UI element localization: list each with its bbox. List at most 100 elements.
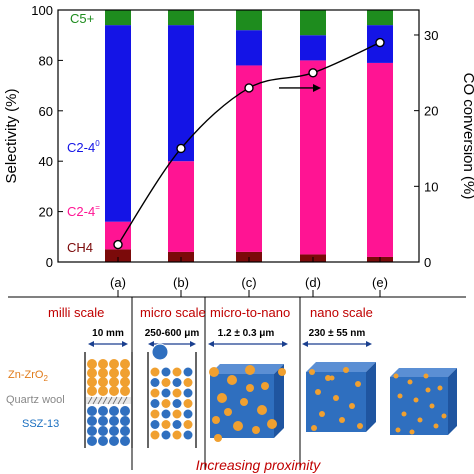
znzro-particle xyxy=(109,377,119,387)
right-axis-label: CO conversion (%) xyxy=(460,73,474,200)
znzro-particle xyxy=(267,419,277,429)
znzro-particle xyxy=(343,367,349,373)
znzro-particle xyxy=(325,375,331,381)
right-tick-label: 20 xyxy=(424,104,438,119)
size-arrow-head xyxy=(122,341,128,347)
ssz-particle xyxy=(98,426,108,436)
right-axis-ticks: 0 10 20 30 xyxy=(414,28,438,270)
category-label: (c) xyxy=(241,275,256,290)
bar-segment xyxy=(105,249,131,262)
bar-segment xyxy=(168,25,194,162)
category-label: (e) xyxy=(372,275,388,290)
znzro-particle xyxy=(407,379,413,385)
series-labels: C5+ C2-40 C2-4= CH4 xyxy=(67,11,100,255)
znzro-particle xyxy=(172,388,182,398)
reactor-illustrations xyxy=(84,343,457,448)
cube-fine-top xyxy=(390,368,457,377)
scale-panel: milli scale micro scale micro-to-nano na… xyxy=(6,296,466,473)
znzro-particle xyxy=(437,385,443,391)
ssz-label: SSZ-13 xyxy=(22,418,59,430)
znzro-particle xyxy=(425,387,431,393)
znzro-particle xyxy=(423,373,429,379)
scale-nano: nano scale xyxy=(310,305,373,320)
cube-nano-top xyxy=(306,362,376,372)
ssz-particle xyxy=(120,416,130,426)
bar-segment xyxy=(236,10,262,31)
znzro-particle xyxy=(413,397,419,403)
left-tick-label: 20 xyxy=(39,205,53,220)
bars xyxy=(105,10,393,262)
left-tick-label: 40 xyxy=(39,154,53,169)
znzro-particle xyxy=(109,386,119,396)
right-tick-label: 10 xyxy=(424,179,438,194)
znzro-particle xyxy=(172,430,182,440)
conversion-point xyxy=(176,143,186,154)
znzro-particle xyxy=(397,393,403,399)
znzro-particle xyxy=(227,375,237,385)
ssz-particle xyxy=(109,406,119,416)
bar-segment xyxy=(236,65,262,252)
bar-segment xyxy=(105,25,131,222)
bar-segment xyxy=(168,251,194,262)
bar-segment xyxy=(367,62,393,257)
znzro-particle xyxy=(120,359,130,369)
quartz-wool xyxy=(86,397,131,404)
size-label-2: 250-600 μm xyxy=(145,328,200,339)
right-tick-label: 0 xyxy=(424,255,431,270)
ssz-particle xyxy=(109,436,119,446)
znzro-particle xyxy=(319,411,325,417)
znzro-label: Zn-ZrO2 xyxy=(8,369,48,383)
conversion-point xyxy=(308,68,318,78)
cube-micro-nano-side xyxy=(274,364,284,438)
scale-micro-nano: micro-to-nano xyxy=(210,305,290,320)
znzro-particle xyxy=(409,429,415,435)
znzro-particle xyxy=(87,377,97,387)
znzro-particle xyxy=(261,382,269,390)
znzro-particle xyxy=(212,416,220,424)
znzro-particle xyxy=(315,389,321,395)
left-tick-label: 80 xyxy=(39,53,53,68)
quartz-fiber xyxy=(92,396,98,405)
quartz-fiber xyxy=(97,396,103,405)
conversion-series xyxy=(113,37,385,250)
ssz-particle xyxy=(183,367,193,377)
conversion-point xyxy=(375,37,385,48)
bar-segment xyxy=(300,35,326,61)
znzro-particle xyxy=(87,386,97,396)
quartz-fiber xyxy=(112,396,118,405)
size-label-4: 230 ± 55 nm xyxy=(309,328,366,339)
left-axis-ticks: 0 20 40 60 80 100 xyxy=(31,3,63,270)
znzro-particle xyxy=(339,417,345,423)
left-tick-label: 0 xyxy=(46,255,53,270)
bar-segment xyxy=(168,10,194,26)
znzro-particle xyxy=(172,367,182,377)
magnified-particle xyxy=(151,343,169,361)
ssz-particle xyxy=(87,426,97,436)
znzro-particle xyxy=(150,409,160,419)
bar-segment xyxy=(236,30,262,66)
cube-fine-side xyxy=(448,368,457,435)
znzro-particle xyxy=(120,377,130,387)
znzro-particle xyxy=(98,377,108,387)
znzro-particle xyxy=(161,420,171,429)
ssz-particle xyxy=(161,409,171,419)
label-c24-olefin: C2-4= xyxy=(67,203,100,219)
znzro-particle xyxy=(224,408,232,416)
ssz-particle xyxy=(120,436,130,446)
right-tick-label: 30 xyxy=(424,28,438,43)
bar-segment xyxy=(300,60,326,255)
ssz-particle xyxy=(172,420,182,429)
size-arrow-head xyxy=(88,341,94,347)
bar-segment xyxy=(236,251,262,262)
znzro-particle xyxy=(214,434,222,442)
quartz-fiber xyxy=(107,396,113,405)
ssz-particle xyxy=(87,406,97,416)
ssz-particle xyxy=(109,426,119,436)
ssz-particle xyxy=(98,416,108,426)
ssz-particle xyxy=(150,420,160,429)
znzro-particle xyxy=(87,368,97,378)
size-label-1: 10 mm xyxy=(92,328,124,339)
size-arrow-head xyxy=(282,341,288,347)
znzro-particle xyxy=(183,420,193,429)
